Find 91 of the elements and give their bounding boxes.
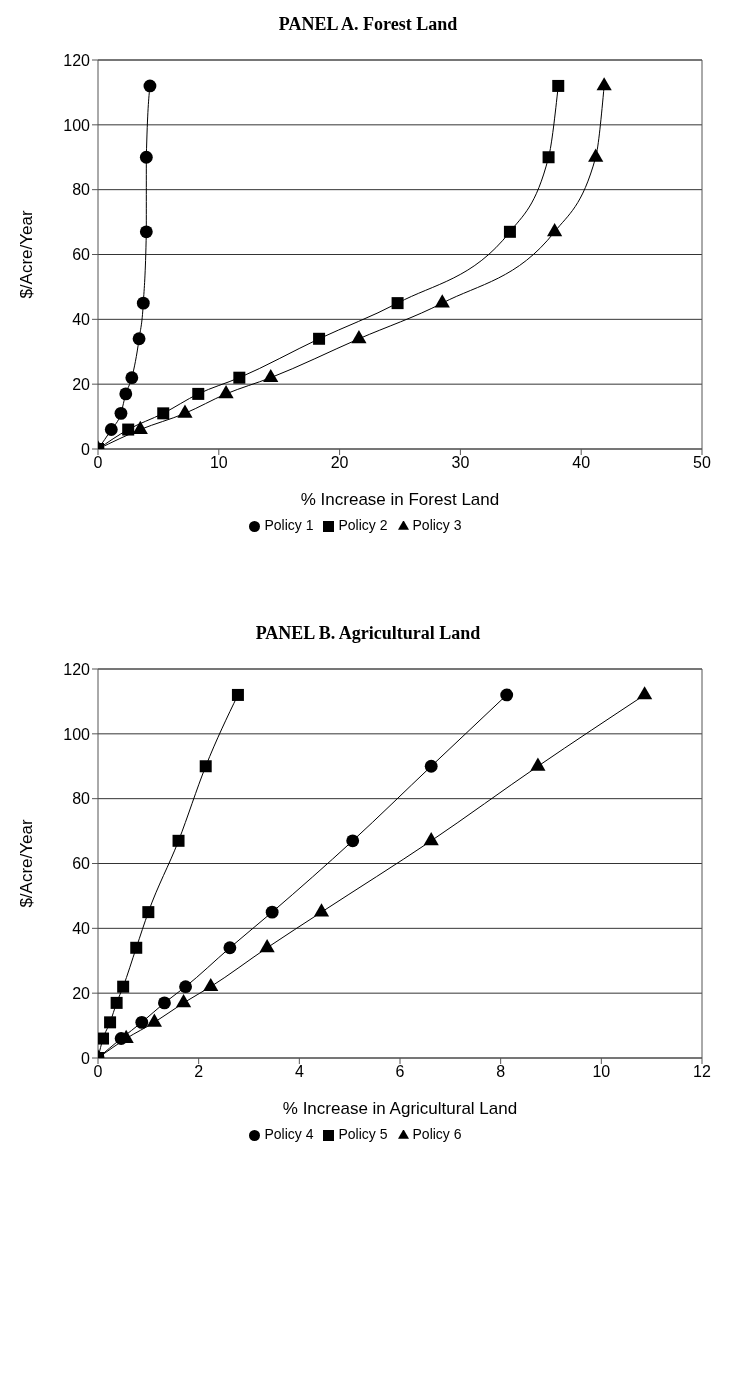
legend-label: Policy 1 xyxy=(264,517,314,533)
point xyxy=(500,688,514,702)
point xyxy=(424,759,438,773)
point xyxy=(135,1015,149,1029)
point xyxy=(434,294,450,308)
point xyxy=(588,148,604,162)
point xyxy=(158,996,171,1010)
x-tick-label: 40 xyxy=(572,454,591,472)
point xyxy=(132,420,148,434)
point xyxy=(637,686,653,700)
point xyxy=(423,832,439,846)
y-tick-label: 20 xyxy=(72,984,91,1002)
point xyxy=(143,79,157,93)
point xyxy=(104,423,118,436)
x-tick-label: 10 xyxy=(592,1063,611,1081)
x-tick-label: 6 xyxy=(395,1063,405,1081)
y-tick-label: 40 xyxy=(72,920,91,938)
point xyxy=(146,1013,162,1027)
legend-label: Policy 4 xyxy=(264,1126,314,1142)
point xyxy=(203,977,219,992)
x-axis-title: % Increase in Agricultural Land xyxy=(282,1099,518,1118)
y-tick-label: 120 xyxy=(63,660,91,678)
chart-title: PANEL B. Agricultural Land xyxy=(254,623,482,644)
point xyxy=(218,385,234,399)
point xyxy=(503,225,516,238)
point xyxy=(542,151,555,164)
point xyxy=(346,834,360,848)
legend-label: Policy 6 xyxy=(412,1126,462,1142)
y-tick-label: 120 xyxy=(63,51,91,69)
y-axis-title: $/Acre/Year xyxy=(17,210,37,299)
point xyxy=(139,150,153,164)
point xyxy=(391,297,404,310)
point xyxy=(110,996,123,1009)
point xyxy=(175,994,192,1008)
y-tick-label: 0 xyxy=(81,1049,91,1067)
x-tick-label: 50 xyxy=(693,454,711,472)
x-tick-label: 0 xyxy=(93,454,103,472)
point xyxy=(259,939,275,953)
point xyxy=(231,688,244,701)
y-tick-label: 40 xyxy=(72,311,91,329)
y-axis-title: $/Acre/Year xyxy=(17,819,37,908)
x-tick-label: 4 xyxy=(294,1063,304,1081)
point xyxy=(265,905,279,919)
x-tick-label: 10 xyxy=(209,454,228,472)
point xyxy=(192,387,205,400)
x-tick-label: 0 xyxy=(93,1063,103,1081)
x-tick-label: 20 xyxy=(330,454,349,472)
legend-label: Policy 5 xyxy=(338,1126,388,1142)
y-tick-label: 60 xyxy=(72,246,91,264)
legend-label: Policy 2 xyxy=(338,517,388,533)
y-tick-label: 0 xyxy=(81,440,91,458)
point xyxy=(313,332,326,345)
x-tick-label: 8 xyxy=(496,1063,506,1081)
legend-label: Policy 3 xyxy=(412,517,462,533)
y-tick-label: 20 xyxy=(72,375,91,393)
point xyxy=(130,941,143,954)
point xyxy=(114,406,128,420)
point xyxy=(104,1016,117,1029)
point xyxy=(119,387,133,401)
point xyxy=(172,834,185,847)
x-tick-label: 2 xyxy=(194,1063,204,1081)
point xyxy=(223,941,237,955)
y-tick-label: 80 xyxy=(72,790,91,808)
x-tick-label: 12 xyxy=(693,1063,711,1081)
point xyxy=(142,906,155,919)
y-tick-label: 100 xyxy=(63,116,91,134)
y-tick-label: 60 xyxy=(72,855,91,873)
point xyxy=(530,757,546,771)
point xyxy=(177,404,193,418)
point xyxy=(139,225,153,239)
y-tick-label: 80 xyxy=(72,181,91,199)
point xyxy=(263,368,279,383)
point xyxy=(136,296,150,310)
y-tick-label: 100 xyxy=(63,725,91,743)
point xyxy=(179,980,193,994)
point xyxy=(122,423,135,436)
point xyxy=(98,1032,110,1045)
point xyxy=(547,223,563,237)
point xyxy=(157,407,170,420)
point xyxy=(117,980,130,993)
x-tick-label: 30 xyxy=(451,454,470,472)
point xyxy=(132,332,146,346)
point xyxy=(233,371,246,384)
point xyxy=(596,77,612,91)
x-axis-title: % Increase in Forest Land xyxy=(300,490,500,509)
chart-title: PANEL A. Forest Land xyxy=(277,14,459,35)
point xyxy=(552,79,565,92)
point xyxy=(351,330,367,344)
point xyxy=(313,903,330,917)
point xyxy=(125,371,139,385)
point xyxy=(199,760,212,773)
